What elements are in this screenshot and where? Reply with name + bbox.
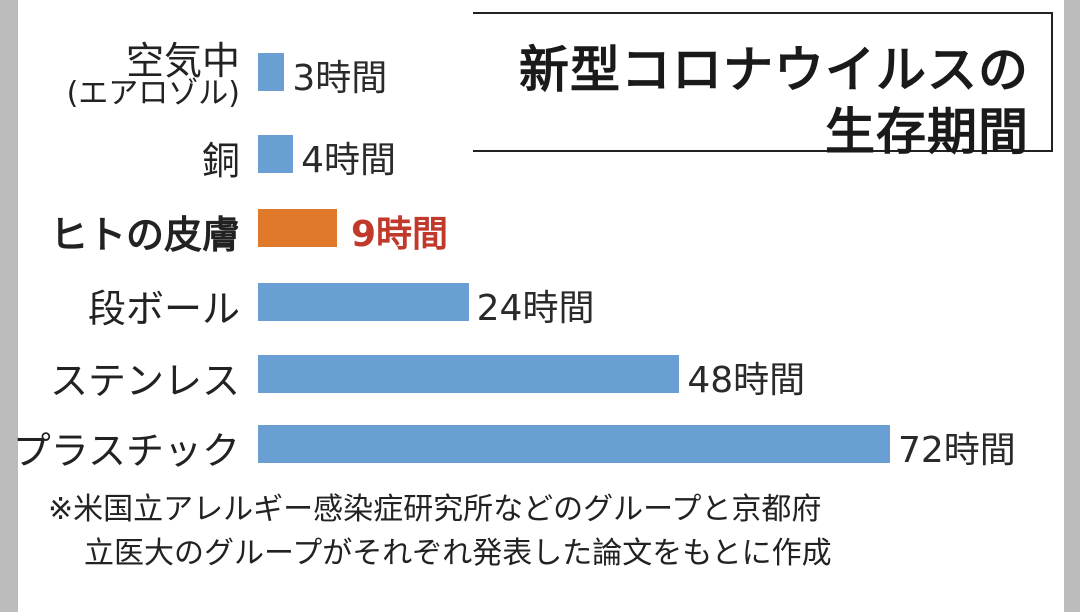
- value-label: 9時間: [351, 214, 449, 255]
- value-label: 48時間: [687, 360, 806, 401]
- bar: [258, 135, 294, 173]
- category-label: 段ボール: [87, 287, 240, 331]
- category-label: 空気中: [125, 39, 240, 83]
- footnote: ※米国立アレルギー感染症研究所などのグループと京都府 立医大のグループがそれぞれ…: [48, 488, 832, 576]
- bar: [258, 355, 680, 393]
- value-label: 3時間: [292, 58, 388, 99]
- footnote-line-2: 立医大のグループがそれぞれ発表した論文をもとに作成: [84, 536, 832, 571]
- category-label: 銅: [201, 139, 240, 183]
- value-label: 72時間: [898, 430, 1016, 471]
- chart-title-line-2: 生存期間: [825, 103, 1029, 161]
- bar: [258, 425, 890, 463]
- category-label: プラスチック: [12, 429, 240, 473]
- chart-title-line-1: 新型コロナウイルスの: [519, 41, 1029, 99]
- value-label: 4時間: [301, 140, 397, 181]
- chart-card: 新型コロナウイルスの 生存期間 空気中 (エアロゾル) 3時間銅 4時間ヒトの皮膚 9時…: [13, 0, 1064, 612]
- bar: [258, 209, 337, 247]
- bar: [258, 283, 469, 321]
- category-label: ヒトの皮膚: [49, 213, 240, 257]
- bar: [258, 53, 285, 91]
- title-box: 新型コロナウイルスの 生存期間: [473, 12, 1053, 161]
- category-label: ステンレス: [49, 359, 240, 403]
- category-sublabel: (エアロゾル): [66, 76, 240, 111]
- footnote-line-1: ※米国立アレルギー感染症研究所などのグループと京都府: [48, 492, 822, 527]
- value-label: 24時間: [476, 288, 595, 329]
